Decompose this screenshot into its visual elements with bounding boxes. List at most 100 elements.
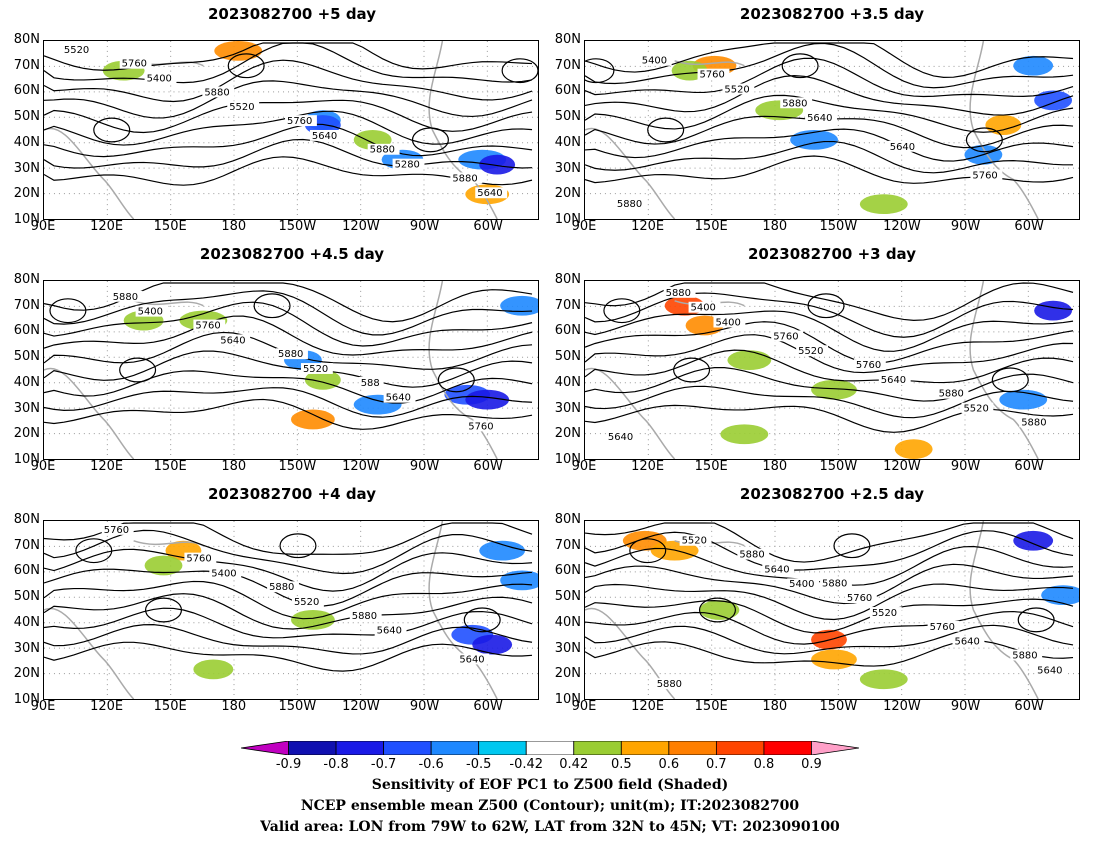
lat-label: 80N (13, 272, 40, 287)
sensitivity-shading (193, 659, 234, 680)
contour-label-bg (193, 319, 226, 331)
contour-label: 5880 (822, 578, 847, 589)
lat-label: 50N (554, 589, 581, 605)
z500-contour (585, 522, 1074, 563)
z500-contour-closed (501, 58, 538, 84)
sensitivity-shading (214, 41, 263, 61)
contour-label-bg (184, 552, 217, 564)
colorbar-tick-label: -0.42 (509, 757, 544, 772)
contour-label-bg (110, 290, 143, 302)
lon-label: 60W (1014, 219, 1044, 234)
contour-label: 5760 (930, 622, 955, 633)
lon-label: 150E (153, 459, 187, 474)
colorbar-segment (763, 741, 812, 755)
lat-label: 30N (13, 160, 40, 176)
sensitivity-shading (479, 154, 516, 175)
z500-contour-closed (279, 533, 317, 559)
lon-label: 90E (30, 219, 56, 234)
contour-label-bg (209, 567, 242, 579)
contour-label: 5640 (955, 637, 980, 648)
coastline (585, 281, 1039, 459)
contour-label: 5880 (666, 288, 691, 299)
z500-contour (585, 292, 1074, 338)
contour-label: 5880 (269, 582, 294, 593)
contour-label: 5760 (195, 320, 220, 331)
lon-label: 90W (409, 699, 440, 714)
z500-contour-closed (991, 367, 1029, 393)
lat-label: 50N (554, 349, 581, 365)
lon-label: 120W (883, 459, 921, 474)
contour-label-bg (457, 653, 490, 665)
z500-contour-closed (1017, 607, 1055, 633)
z500-contour (44, 99, 533, 134)
lat-label: 30N (13, 400, 40, 416)
lon-label: 60W (1014, 699, 1044, 714)
z500-contour-closed (965, 127, 1003, 153)
z500-contour (585, 349, 1074, 384)
contour-label: 5880 (204, 87, 229, 98)
z500-contour (585, 321, 1074, 364)
lat-label: 50N (13, 589, 40, 605)
lon-label: 180 (221, 219, 247, 234)
colorbar-segment (620, 741, 670, 755)
lon-label: 150W (819, 459, 858, 474)
contour-label: 5640 (608, 432, 633, 443)
lat-label: 60N (13, 323, 40, 339)
z500-contour-closed (781, 53, 819, 79)
colorbar-segment (715, 741, 765, 755)
contour-label: 5400 (691, 303, 716, 314)
contour-label-bg (952, 635, 985, 647)
contour-label-bg (367, 143, 400, 155)
sensitivity-shading (1013, 530, 1054, 551)
contour-label: 588 (361, 378, 380, 389)
z500-contour (44, 522, 533, 555)
colorbar-tick-label: -0.6 (418, 757, 444, 772)
z500-contour-closed (807, 293, 845, 319)
map-svg: 5400 5520 5640 5640 5760 5880 5760 5880 (585, 41, 1079, 219)
lon-label: 90W (950, 459, 981, 474)
sensitivity-shading (859, 669, 908, 690)
contour-label-bg (936, 387, 969, 399)
lat-label: 80N (554, 512, 581, 527)
z500-contour (44, 593, 533, 630)
lat-label: 60N (13, 563, 40, 579)
lon-label: 90E (30, 699, 56, 714)
lon-label: 180 (221, 699, 247, 714)
z500-contour (44, 387, 533, 418)
contour-label-bg (218, 334, 251, 346)
map-panel-p1: 5520 5400 5520 5640 5280 5640 5760 5880 5760 5880… (43, 40, 539, 220)
contour-label-bg (291, 596, 324, 608)
z500-contour-closed (629, 538, 667, 564)
contour-label: 5640 (477, 188, 502, 199)
colorbar-tick-label: -0.7 (370, 757, 397, 772)
z500-contour (44, 301, 533, 347)
z500-contour (585, 140, 1074, 174)
z500-contour (585, 94, 1074, 133)
lat-label: 60N (554, 323, 581, 339)
sensitivity-shading (894, 439, 933, 459)
lat-label: 10N (13, 212, 40, 227)
contour-label-bg (101, 523, 134, 535)
contour-label: 5640 (764, 564, 789, 575)
contour-label: 5520 (963, 404, 988, 415)
sensitivity-shading (1034, 90, 1073, 111)
z500-contour (585, 310, 1074, 352)
lon-label: 90W (409, 219, 440, 234)
contour-label: 5520 (303, 364, 328, 375)
contour-label: 5760 (287, 116, 312, 127)
panel-title-p3: 2023082700 +4.5 day (199, 245, 385, 263)
contour-label: 5760 (104, 525, 129, 536)
sensitivity-shading (291, 610, 335, 630)
lat-label: 30N (13, 640, 40, 656)
sensitivity-shading (699, 600, 740, 620)
lon-label: 60W (1014, 459, 1044, 474)
lat-label: 60N (554, 563, 581, 579)
contour-label: 5520 (724, 84, 749, 95)
contour-label-bg (349, 610, 382, 621)
z500-contour-closed (93, 117, 131, 143)
contour-label-bg (844, 592, 877, 604)
lat-label: 40N (554, 374, 581, 390)
z500-contour (585, 563, 1074, 605)
contour-label: 5520 (64, 45, 89, 56)
lat-label: 20N (13, 426, 40, 442)
